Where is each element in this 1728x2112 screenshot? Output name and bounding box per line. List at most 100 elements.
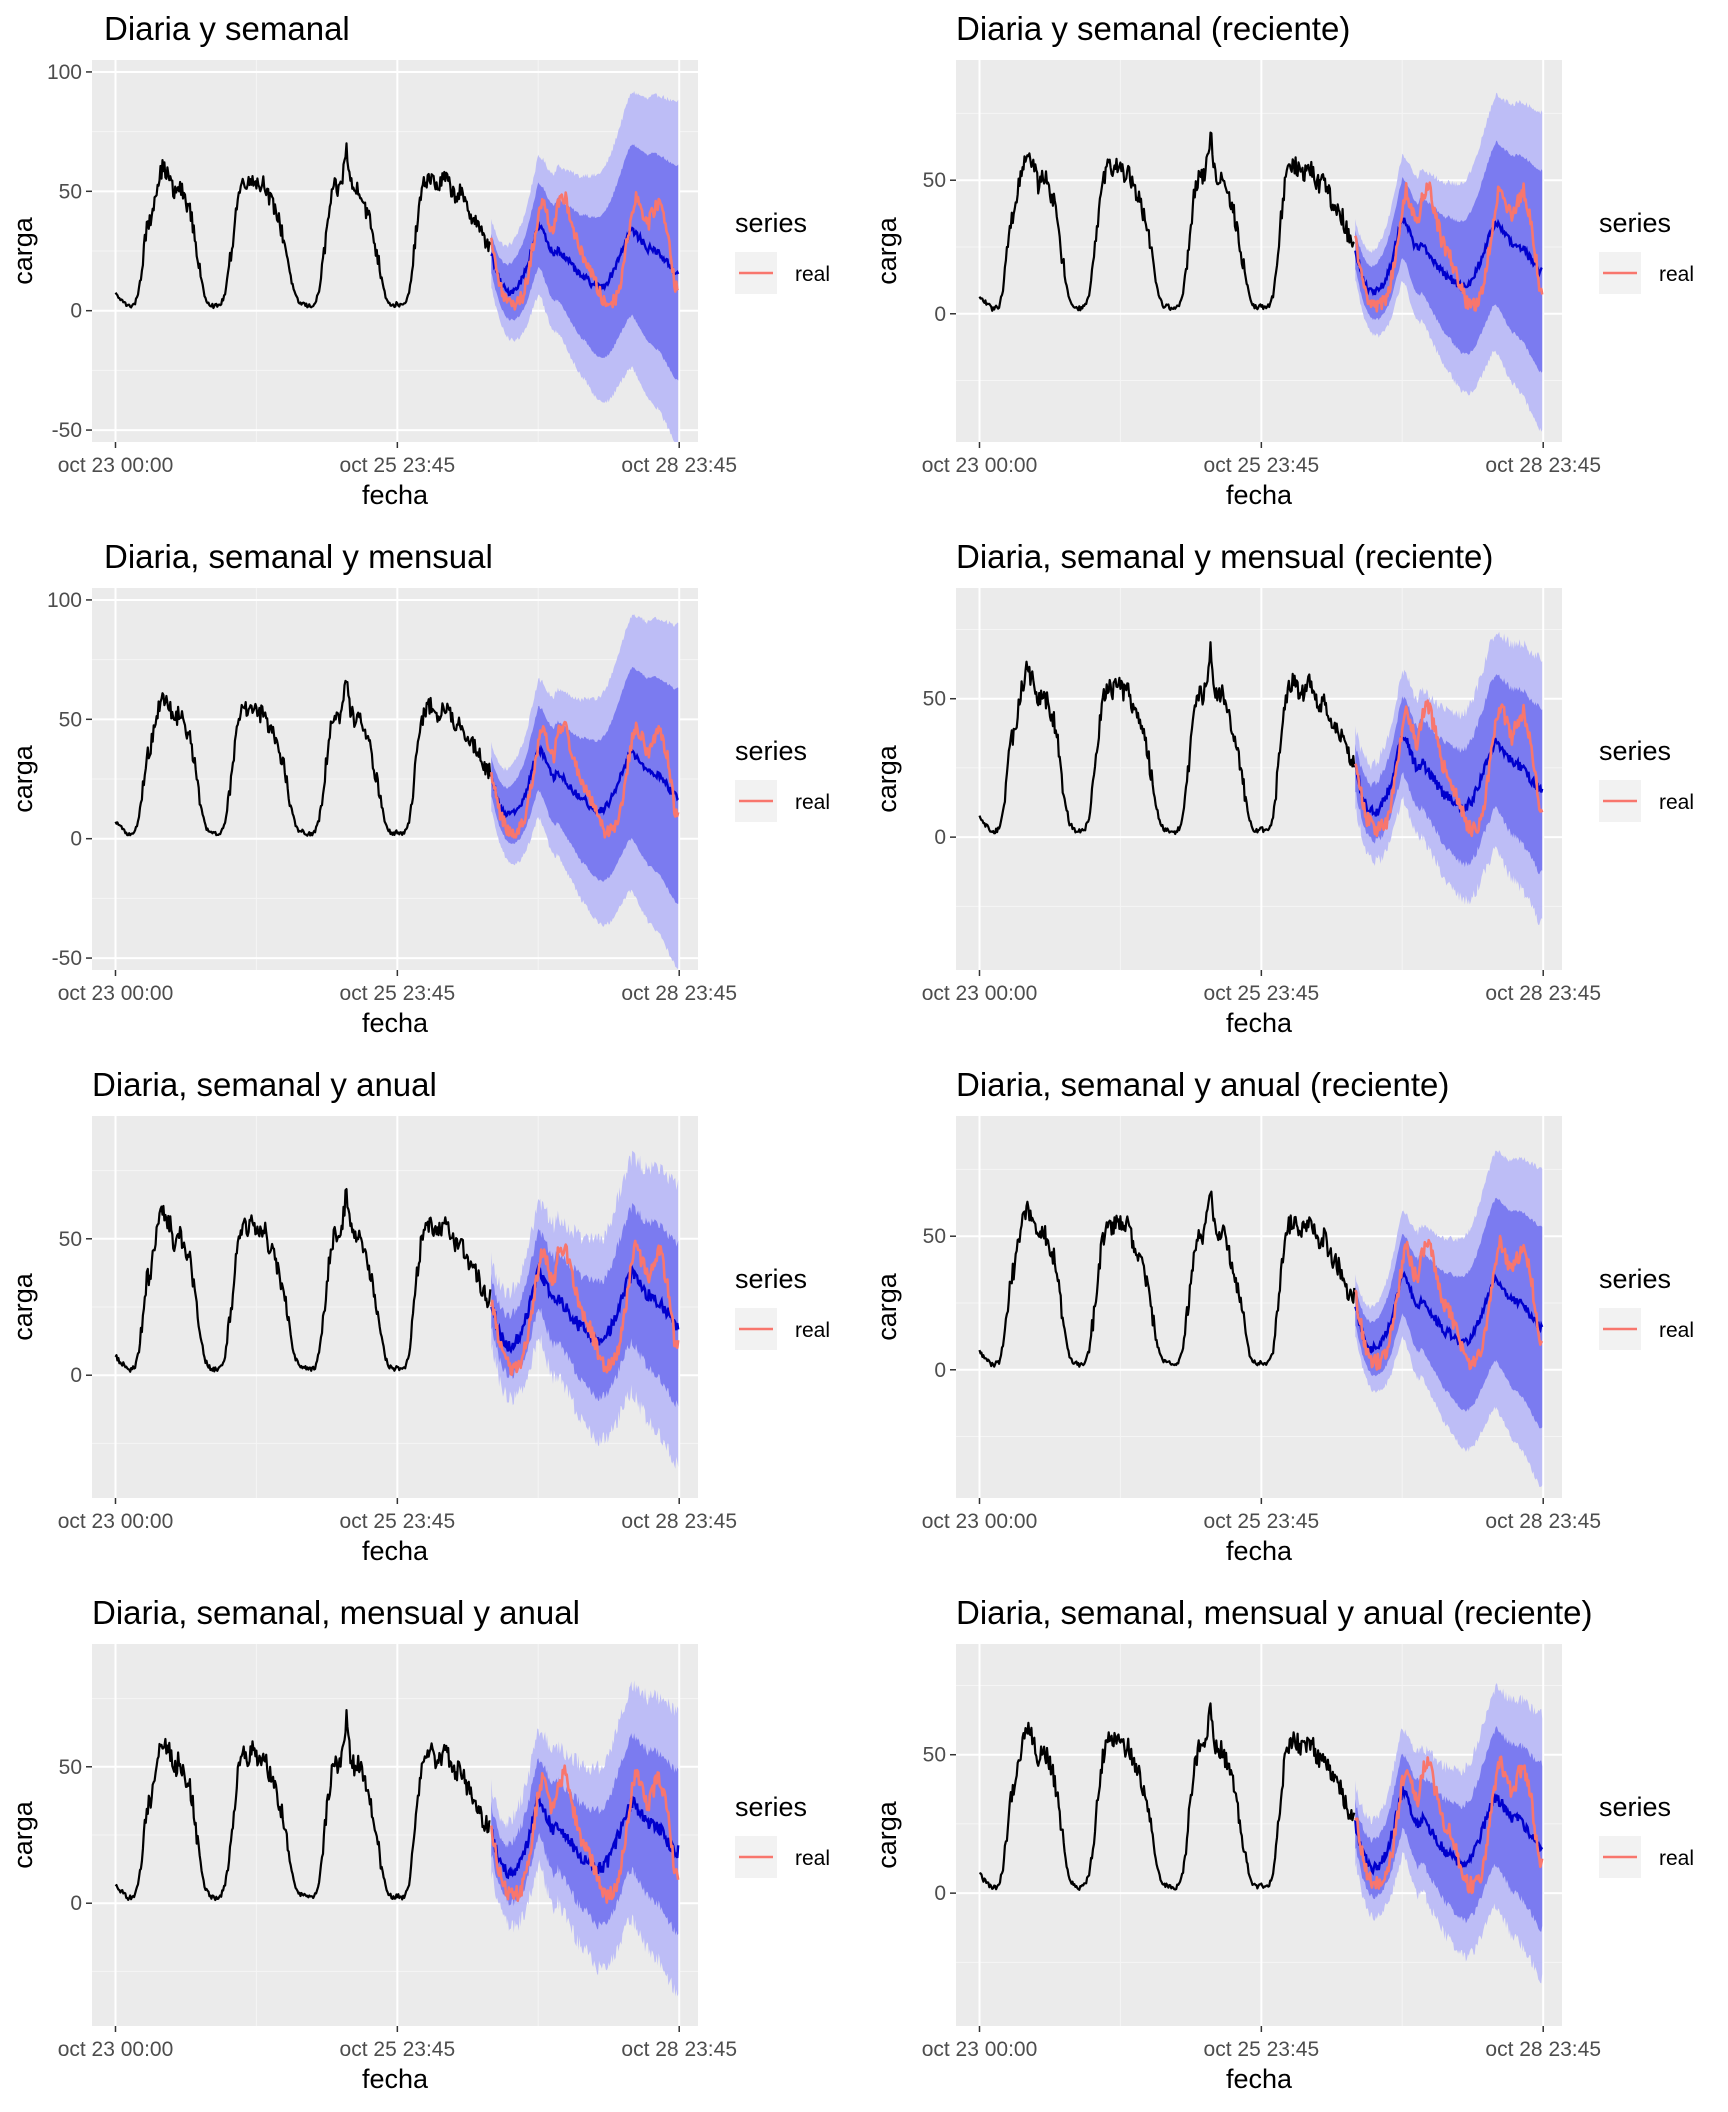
real-line bbox=[1354, 1234, 1544, 1371]
forecast-line bbox=[490, 1261, 680, 1354]
forecast-line bbox=[490, 1791, 680, 1880]
chart-svg: Diaria, semanal y anual (reciente) 0 50 oct… bbox=[872, 1066, 1694, 1566]
legend-title: series bbox=[1599, 1264, 1671, 1294]
band-80 bbox=[491, 1203, 679, 1408]
x-tick-label: oct 28 23:45 bbox=[621, 1510, 737, 1533]
x-axis-title: fecha bbox=[362, 2064, 429, 2094]
history-line bbox=[114, 1188, 492, 1373]
legend-label: real bbox=[795, 1847, 830, 1870]
y-tick-label: 0 bbox=[70, 300, 82, 323]
forecast-line bbox=[1354, 1270, 1544, 1354]
chart-panel-3: Diaria, semanal y mensual -50 0 50 100 oct 23… bbox=[0, 528, 864, 1056]
y-tick-label: 0 bbox=[70, 1364, 82, 1387]
real-line bbox=[1354, 181, 1544, 313]
x-axis-title: fecha bbox=[1226, 480, 1293, 510]
y-tick-label: 0 bbox=[934, 1882, 946, 1905]
chart-title: Diaria y semanal (reciente) bbox=[956, 10, 1350, 47]
chart-svg: Diaria, semanal y anual 0 50 oct 23 00:00 oc… bbox=[8, 1066, 830, 1566]
x-axis-title: fecha bbox=[1226, 2064, 1293, 2094]
x-tick-label: oct 28 23:45 bbox=[621, 982, 737, 1005]
real-line bbox=[490, 720, 680, 839]
legend-title: series bbox=[1599, 736, 1671, 766]
real-line bbox=[1354, 1755, 1544, 1895]
y-axis-title: carga bbox=[8, 216, 38, 285]
forecast-line bbox=[490, 744, 680, 819]
history-line bbox=[978, 1190, 1356, 1368]
legend-label: real bbox=[1659, 263, 1694, 286]
forecast-line bbox=[1354, 1785, 1544, 1876]
chart-panel-4: Diaria, semanal y mensual (reciente) 0 50 o… bbox=[864, 528, 1728, 1056]
real-line bbox=[490, 1239, 680, 1376]
y-tick-label: 50 bbox=[59, 180, 82, 203]
x-tick-label: oct 25 23:45 bbox=[1204, 454, 1320, 477]
legend-title: series bbox=[735, 1264, 807, 1294]
x-tick-label: oct 23 00:00 bbox=[922, 454, 1038, 477]
legend-label: real bbox=[1659, 1847, 1694, 1870]
chart-panel-5: Diaria, semanal y anual 0 50 oct 23 00:00 oc… bbox=[0, 1056, 864, 1584]
chart-svg: Diaria, semanal y mensual (reciente) 0 50 o… bbox=[872, 538, 1694, 1038]
x-axis-title: fecha bbox=[362, 1008, 429, 1038]
x-tick-label: oct 23 00:00 bbox=[922, 982, 1038, 1005]
x-axis-title: fecha bbox=[1226, 1536, 1293, 1566]
x-tick-label: oct 28 23:45 bbox=[1485, 1510, 1601, 1533]
y-axis-title: carga bbox=[8, 744, 38, 813]
history-line bbox=[114, 142, 492, 310]
chart-svg: Diaria, semanal, mensual y anual 0 50 oct 2… bbox=[8, 1594, 830, 2094]
x-tick-label: oct 28 23:45 bbox=[621, 2038, 737, 2061]
y-axis-title: carga bbox=[8, 1800, 38, 1869]
chart-title: Diaria, semanal y mensual bbox=[104, 538, 493, 575]
x-tick-label: oct 23 00:00 bbox=[922, 2038, 1038, 2061]
x-tick-label: oct 23 00:00 bbox=[58, 2038, 174, 2061]
chart-panel-1: Diaria y semanal -50 0 50 100 oct 23 00:00 oct… bbox=[0, 0, 864, 528]
x-tick-label: oct 25 23:45 bbox=[1204, 1510, 1320, 1533]
x-tick-label: oct 25 23:45 bbox=[340, 1510, 456, 1533]
y-tick-label: -50 bbox=[52, 419, 82, 442]
y-tick-label: 50 bbox=[923, 1744, 946, 1767]
legend-title: series bbox=[735, 208, 807, 238]
y-tick-label: -50 bbox=[52, 947, 82, 970]
history-line bbox=[978, 131, 1355, 312]
x-tick-label: oct 28 23:45 bbox=[621, 454, 737, 477]
chart-title: Diaria, semanal, mensual y anual bbox=[92, 1594, 580, 1631]
y-tick-label: 0 bbox=[70, 828, 82, 851]
chart-title: Diaria, semanal y anual bbox=[92, 1066, 437, 1103]
forecast-line bbox=[490, 221, 680, 297]
chart-title: Diaria y semanal bbox=[104, 10, 350, 47]
history-line bbox=[114, 679, 492, 837]
y-tick-label: 0 bbox=[934, 1359, 946, 1382]
y-axis-title: carga bbox=[8, 1272, 38, 1341]
real-line bbox=[1354, 699, 1544, 838]
x-tick-label: oct 25 23:45 bbox=[340, 2038, 456, 2061]
x-tick-label: oct 23 00:00 bbox=[922, 1510, 1038, 1533]
chart-panel-7: Diaria, semanal, mensual y anual 0 50 oct 2… bbox=[0, 1584, 864, 2112]
x-axis-title: fecha bbox=[362, 480, 429, 510]
legend-title: series bbox=[735, 736, 807, 766]
x-tick-label: oct 25 23:45 bbox=[340, 454, 456, 477]
y-tick-label: 0 bbox=[934, 826, 946, 849]
legend-title: series bbox=[735, 1792, 807, 1822]
y-tick-label: 100 bbox=[47, 589, 82, 612]
chart-panel-6: Diaria, semanal y anual (reciente) 0 50 oct… bbox=[864, 1056, 1728, 1584]
x-tick-label: oct 23 00:00 bbox=[58, 1510, 174, 1533]
x-tick-label: oct 23 00:00 bbox=[58, 982, 174, 1005]
chart-title: Diaria, semanal, mensual y anual (recien… bbox=[956, 1594, 1592, 1631]
y-axis-title: carga bbox=[872, 1272, 902, 1341]
legend-title: series bbox=[1599, 208, 1671, 238]
y-tick-label: 50 bbox=[923, 1225, 946, 1248]
y-tick-label: 50 bbox=[59, 708, 82, 731]
y-tick-label: 50 bbox=[923, 688, 946, 711]
x-tick-label: oct 28 23:45 bbox=[1485, 982, 1601, 1005]
x-tick-label: oct 25 23:45 bbox=[340, 982, 456, 1005]
legend-label: real bbox=[1659, 1319, 1694, 1342]
history-line bbox=[114, 1709, 491, 1902]
legend-label: real bbox=[795, 263, 830, 286]
y-axis-title: carga bbox=[872, 1800, 902, 1869]
legend-label: real bbox=[1659, 791, 1694, 814]
y-tick-label: 100 bbox=[47, 61, 82, 84]
x-axis-title: fecha bbox=[362, 1536, 429, 1566]
history-line bbox=[978, 1702, 1356, 1891]
forecast-line bbox=[1354, 215, 1543, 297]
chart-svg: Diaria, semanal y mensual -50 0 50 100 oct 23… bbox=[8, 538, 830, 1038]
chart-svg: Diaria, semanal, mensual y anual (recien… bbox=[872, 1594, 1694, 2094]
legend-label: real bbox=[795, 791, 830, 814]
